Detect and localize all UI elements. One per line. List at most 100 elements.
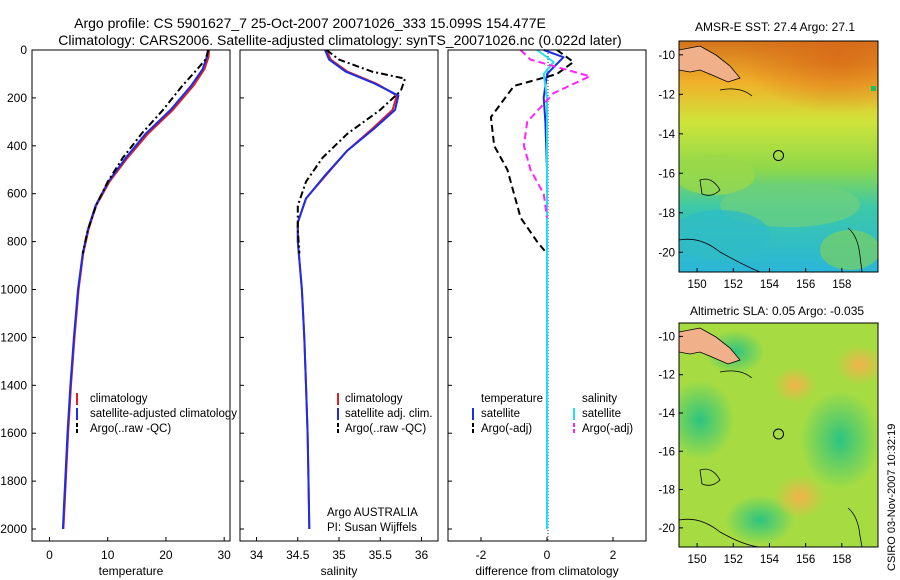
sla-map-ytick-label: -10 xyxy=(658,331,675,343)
sla-coast xyxy=(679,518,761,547)
legend-sal-climatology-label: climatology xyxy=(345,393,403,405)
temperature-xlabel: temperature xyxy=(99,564,164,578)
difference-xtick-label: 0 xyxy=(544,548,551,562)
sst-map-ytick-label: -12 xyxy=(658,89,675,101)
sst-map-frame xyxy=(678,40,879,273)
temperature-ytick-label: 800 xyxy=(7,235,27,249)
legend-salinity-title: salinity xyxy=(582,393,617,405)
difference-panel: -2 0 2 difference from climatology tempera… xyxy=(447,49,647,578)
sla-high xyxy=(835,345,878,385)
temperature-xtick-label: 30 xyxy=(217,548,231,562)
sla-map-ytick-label: -18 xyxy=(658,485,675,497)
legend-sal-satellite-label-2: satellite xyxy=(582,408,621,420)
sla-map-ytick-label: -16 xyxy=(658,446,675,458)
salinity-xtick-label: 36 xyxy=(415,548,429,562)
difference-series-2 xyxy=(536,49,555,529)
title-line1: Argo profile: CS 5901627_7 25-Oct-2007 2… xyxy=(74,15,546,31)
temperature-xtick-label: 20 xyxy=(159,548,173,562)
temperature-xtick-label: 0 xyxy=(46,548,53,562)
salinity-xtick-label: 34.5 xyxy=(286,548,310,562)
sla-coast xyxy=(847,507,863,547)
salinity-panel: 34 34.5 35 35.5 36 salinity climatology sate… xyxy=(239,49,439,578)
salinity-series-1 xyxy=(296,49,400,530)
temperature-ytick-label: 1600 xyxy=(0,426,27,440)
sst-land-png xyxy=(679,45,741,83)
temperature-ytick-label: 1000 xyxy=(0,283,27,297)
legend-sal-argo-label: Argo(..raw -QC) xyxy=(345,423,426,435)
legend-temp-satellite-label: satellite xyxy=(481,408,520,420)
sla-map-frame xyxy=(678,322,879,548)
sla-map-xtick-label: 152 xyxy=(724,554,743,566)
sla-reef xyxy=(699,468,721,486)
sst-coast xyxy=(719,88,753,97)
difference-xlabel: difference from climatology xyxy=(475,564,618,578)
sst-patch xyxy=(679,210,770,260)
difference-legend: temperature satellite Argo(-adj) salinit… xyxy=(472,393,633,435)
sst-map-panel: AMSR-E SST: 27.4 Argo: 27.1 150 152 154 156… xyxy=(658,20,879,291)
sla-map-ytick-label: -20 xyxy=(658,523,675,535)
sst-map-xtick-label: 154 xyxy=(760,279,780,291)
salinity-axes-frame xyxy=(239,49,439,542)
legend-argo-label: Argo(..raw -QC) xyxy=(90,423,171,435)
temperature-ytick-label: 400 xyxy=(7,139,27,153)
sst-map-ytick-label: -18 xyxy=(658,208,675,220)
sst-reef xyxy=(699,178,721,196)
sst-map-xtick-label: 158 xyxy=(832,279,851,291)
difference-series-1 xyxy=(489,49,575,255)
sst-patch xyxy=(820,230,878,270)
salinity-xlabel: salinity xyxy=(321,564,358,578)
sla-map-title: Altimetric SLA: 0.05 Argo: -0.035 xyxy=(690,304,864,318)
sla-map-xtick-label: 158 xyxy=(832,554,851,566)
sla-low xyxy=(679,380,735,460)
sla-coast xyxy=(719,370,753,379)
sla-low xyxy=(800,390,878,490)
sla-map-field xyxy=(679,323,878,547)
salinity-xtick-label: 34 xyxy=(250,548,264,562)
sst-map-field xyxy=(679,41,878,272)
sst-patch xyxy=(679,155,755,195)
temperature-ytick-label: 1200 xyxy=(0,330,27,344)
temperature-series-2 xyxy=(81,49,210,254)
sla-high xyxy=(774,475,826,519)
sst-map-title: AMSR-E SST: 27.4 Argo: 27.1 xyxy=(695,20,855,34)
sst-map-xtick-label: 150 xyxy=(687,279,706,291)
legend-satellite-label: satellite-adjusted climatology xyxy=(90,408,237,420)
sst-coast xyxy=(679,238,761,272)
legend-sal-argo-label-2: Argo(-adj) xyxy=(582,423,633,435)
temperature-panel: 0 10 20 30 0 200 400 600 800 1000 1200 1400 1600 1800… xyxy=(0,43,237,578)
footer-stamp: CSIRO 03-Nov-2007 10:32:19 xyxy=(886,424,898,571)
temperature-ytick-label: 200 xyxy=(7,91,27,105)
temperature-xtick-label: 10 xyxy=(101,548,115,562)
sst-coast xyxy=(847,227,863,272)
salinity-xtick-label: 35 xyxy=(332,548,346,562)
salinity-xtick-label: 35.5 xyxy=(369,548,393,562)
sst-map-ytick-label: -20 xyxy=(658,247,675,259)
sla-map-ytick-label: -12 xyxy=(658,370,675,382)
sst-argo-pixel xyxy=(871,86,876,91)
title-line2: Climatology: CARS2006. Satellite-adjuste… xyxy=(58,32,621,48)
salinity-series-2 xyxy=(296,49,406,254)
temperature-series-0 xyxy=(62,49,210,530)
salinity-legend: climatology satellite adj. clim. Argo(..… xyxy=(337,393,433,435)
legend-temp-argo-label: Argo(-adj) xyxy=(481,423,532,435)
sst-map-xtick-label: 156 xyxy=(796,279,815,291)
sla-map-xtick-label: 156 xyxy=(796,554,815,566)
temperature-ytick-label: 1800 xyxy=(0,474,27,488)
sst-argo-marker xyxy=(773,150,784,162)
temperature-ytick-label: 1400 xyxy=(0,378,27,392)
sst-map-xtick-label: 152 xyxy=(724,279,743,291)
difference-xtick-label: -2 xyxy=(476,548,487,562)
sla-map-ytick-label: -14 xyxy=(658,408,675,420)
temperature-ytick-label: 0 xyxy=(20,43,27,57)
difference-series-3 xyxy=(519,49,591,218)
salinity-caption-line2: PI: Susan Wijffels xyxy=(327,522,417,534)
temperature-ytick-label: 600 xyxy=(7,187,27,201)
legend-climatology-label: climatology xyxy=(90,393,148,405)
sla-map-panel: Altimetric SLA: 0.05 Argo: -0.035 150 152… xyxy=(658,304,879,566)
temperature-legend: climatology satellite-adjusted climatolo… xyxy=(76,393,237,435)
temperature-ytick-label: 2000 xyxy=(0,522,27,536)
temperature-series-1 xyxy=(61,49,209,530)
sst-patch xyxy=(720,183,860,227)
legend-sal-satellite-label: satellite adj. clim. xyxy=(345,408,433,420)
